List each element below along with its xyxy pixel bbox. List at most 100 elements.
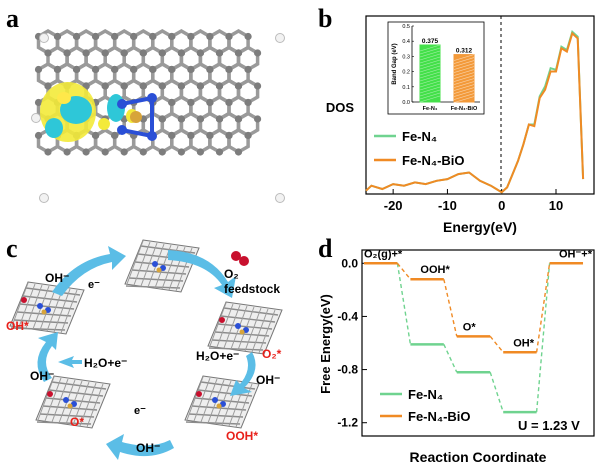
inset-bar-hatch [419, 83, 441, 91]
sheet-bond-row [223, 307, 279, 316]
hydrogen-atom [275, 193, 285, 203]
energy-connector [489, 335, 504, 353]
adsorbate-atom [196, 391, 202, 397]
adsorbate-atom [47, 391, 53, 397]
fe-ytick-label: -0.4 [337, 309, 358, 323]
carbon-atom [177, 49, 185, 57]
sheet-bond-row [220, 315, 276, 323]
carbon-atom [196, 115, 204, 123]
fe-ytick-label: -0.8 [337, 363, 358, 377]
hydrogen-atom [39, 33, 49, 43]
sheet-bond-row [194, 397, 250, 404]
step-label: OOH* [420, 264, 450, 276]
carbon-atom [187, 98, 195, 107]
carbon-atom [215, 115, 224, 123]
sheet-bond-col [209, 302, 227, 347]
catalyst-sheet [9, 281, 85, 335]
label-oh-left: OH⁻ [30, 369, 54, 383]
bandgap-inset: 0.0 0.1 0.2 0.3 0.4 0.5 Band Gap (eV) 0.375 Fe-N… [387, 21, 485, 115]
inset-bar-hatch [453, 84, 475, 91]
label-o2: O₂ [224, 267, 239, 281]
legend-label-fen4bio: Fe-N₄-BiO [402, 153, 465, 168]
sheet-bond-col [86, 383, 104, 428]
fe-ytick-label: 0.0 [341, 256, 358, 270]
inset-bar-value-label: 0.375 [422, 38, 439, 45]
sheet-bond-col [18, 283, 36, 328]
hydrogen-atom [31, 113, 41, 123]
carbon-atom [73, 32, 81, 41]
carbon-atom [130, 65, 138, 74]
arrow-top-left [52, 246, 126, 296]
fe-frame [361, 249, 595, 437]
arrow-right-down [230, 352, 256, 396]
inset-bar-hatch [419, 44, 441, 52]
carbon-atom [168, 32, 176, 41]
carbon-atom [82, 49, 90, 57]
sheet-bond-row [48, 389, 104, 397]
dos-ylabel: DOS [326, 100, 355, 115]
step-label: OH* [513, 337, 535, 349]
arrow-top-right [168, 250, 236, 298]
inset-bar-hatch [419, 89, 441, 97]
inset-ytick-label: 0.5 [402, 24, 410, 30]
carbon-atom [177, 82, 185, 90]
carbon-atom [158, 148, 166, 156]
n-atom [63, 397, 69, 403]
fe-ylabel: Free Energy(eV) [318, 294, 333, 394]
carbon-atom [92, 131, 100, 140]
label-o-star: O* [70, 415, 84, 429]
dos-xtick-label: -10 [438, 198, 457, 213]
carbon-atom [215, 148, 224, 156]
panel-c-cycle-diagram: OH⁻ e⁻ O₂ feedstock H₂O+e⁻ O₂* OH⁻ H₂O+e… [6, 239, 283, 460]
inset-ytick-label: 0.1 [402, 85, 410, 91]
label-h2o-e-right: H₂O+e⁻ [196, 349, 239, 363]
fe-atom [216, 403, 222, 409]
d-legend-label-fen4bio: Fe-N₄-BiO [408, 409, 471, 424]
inset-category-label: Fe-N₄-BiO [451, 106, 478, 112]
sheet-bond-col [72, 381, 90, 426]
sheet-bond-row [128, 277, 184, 282]
inset-bar-hatch [453, 87, 475, 94]
carbon-atom [225, 131, 233, 140]
inset-bar-hatch [419, 92, 441, 100]
energy-connector [535, 263, 551, 353]
sheet-bond-col [79, 382, 97, 427]
inset-bar-hatch [419, 50, 441, 58]
n-atom [71, 401, 77, 407]
inset-bar-hatch [453, 90, 475, 97]
hydrogen-atom [275, 33, 285, 43]
n-atom [152, 261, 158, 267]
carbon-atom [139, 82, 147, 90]
carbon-atom [234, 82, 243, 90]
catalyst-sheet [207, 301, 283, 355]
carbon-atom [196, 49, 204, 57]
carbon-atom [53, 65, 62, 74]
sheet-bond-row [188, 413, 244, 418]
energy-connector [489, 372, 504, 413]
sheet-bond-row [39, 413, 95, 418]
label-oh-bottom: OH⁻ [136, 441, 160, 455]
adsorbate-atom [21, 297, 27, 303]
o2-molecule-icon [231, 251, 241, 261]
sheet-bond-col [140, 242, 158, 287]
sheet-bond-col [251, 308, 269, 353]
inset-bar-hatch [419, 95, 441, 103]
inset-bar-hatch [419, 71, 441, 79]
sheet-bond-col [186, 376, 204, 421]
sheet-bond-col [126, 240, 144, 285]
inset-bar-hatch [453, 69, 475, 76]
sheet-bond-col [133, 241, 151, 286]
panel-d-label: d [318, 234, 333, 263]
energy-connector [396, 262, 411, 280]
panel-c-label: c [6, 234, 18, 263]
carbon-atom [73, 65, 81, 74]
inset-ytick-label: 0.2 [402, 70, 410, 76]
inset-bar-hatch [453, 78, 475, 85]
carbon-atom [234, 49, 243, 57]
carbon-atom [34, 98, 43, 107]
carbon-atom [82, 148, 90, 156]
label-feedstock: feedstock [224, 282, 280, 296]
inset-bar-hatch [419, 62, 441, 70]
sheet-bond-row [211, 339, 267, 344]
carbon-atom [101, 49, 109, 57]
